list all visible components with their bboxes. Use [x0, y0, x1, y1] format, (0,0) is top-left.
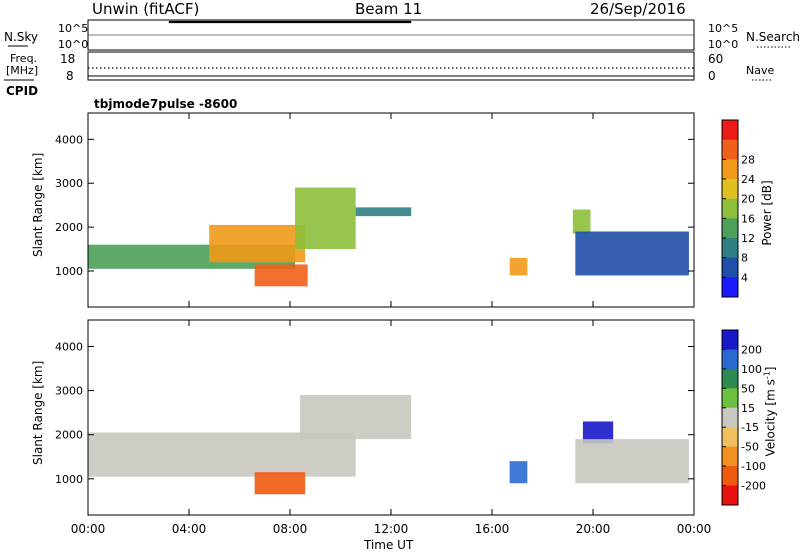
beam-title: Beam 11 — [355, 0, 423, 18]
xtick-label-4: 16:00 — [475, 522, 510, 536]
velocity-colorbar-tick-label-6: -100 — [741, 460, 766, 473]
power-colorbar-seg-3 — [722, 179, 738, 200]
power-colorbar-tick-label-5: 24 — [741, 173, 755, 186]
xaxis-label: Time UT — [364, 538, 414, 552]
xtick-label-2: 08:00 — [273, 522, 308, 536]
noise-tick-bottom-left: 10^0 — [58, 38, 89, 51]
nsky-label: N.Sky — [4, 30, 39, 44]
power-feature-4 — [355, 207, 412, 217]
velocity-colorbar-seg-2 — [722, 368, 738, 389]
freq-tick-left-bottom: 8 — [66, 69, 74, 83]
power-ytick-label-3: 4000 — [55, 133, 83, 146]
velocity-colorbar-seg-6 — [722, 446, 738, 467]
power-ytick-label-0: 1000 — [55, 265, 83, 278]
power-colorbar-tick-label-6: 28 — [741, 153, 755, 166]
noise-tick-bottom-right: 10^0 — [708, 38, 739, 51]
nsearch-label: N.Search — [746, 30, 800, 44]
velocity-ytick-label-2: 3000 — [55, 385, 83, 398]
power-colorbar-frame — [721, 119, 739, 298]
freq-label-line1: Freq. — [10, 52, 38, 65]
power-colorbar-seg-5 — [722, 218, 738, 239]
velocity-feature-0 — [88, 432, 356, 477]
power-colorbar-tick-label-1: 8 — [741, 252, 748, 265]
velocity-colorbar-tick-label-5: -50 — [741, 441, 759, 454]
power-feature-7 — [575, 231, 689, 276]
velocity-colorbar-tick-label-0: 200 — [741, 343, 762, 356]
xtick-label-1: 04:00 — [172, 522, 207, 536]
velocity-colorbar-seg-5 — [722, 427, 738, 448]
freq-tick-right-bottom: 0 — [708, 69, 716, 83]
velocity-colorbar-tick-label-2: 50 — [741, 382, 755, 395]
power-ytick-label-2: 3000 — [55, 177, 83, 190]
power-colorbar-tick-label-0: 4 — [741, 271, 748, 284]
power-colorbar-tick-label-2: 12 — [741, 232, 755, 245]
velocity-ytick-label-3: 4000 — [55, 340, 83, 353]
velocity-feature-1 — [254, 472, 306, 495]
velocity-colorbar-seg-4 — [722, 407, 738, 428]
nave-label: Nave — [746, 64, 775, 77]
velocity-feature-4 — [582, 421, 614, 444]
velocity-feature-2 — [300, 395, 412, 440]
velocity-ytick-label-1: 2000 — [55, 429, 83, 442]
power-feature-3 — [295, 187, 356, 250]
power-feature-6 — [572, 209, 591, 234]
power-colorbar-seg-8 — [722, 277, 738, 298]
power-colorbar-tick-label-3: 16 — [741, 212, 755, 225]
velocity-ytick-label-0: 1000 — [55, 473, 83, 486]
xtick-label-6: 00:00 — [677, 522, 712, 536]
velocity-colorbar-tick-label-7: -200 — [741, 480, 766, 493]
velocity-colorbar-tick-label-3: 15 — [741, 402, 755, 415]
cpid-label: CPID — [6, 84, 39, 98]
freq-label-line2: [MHz] — [6, 64, 39, 77]
velocity-colorbar-frame — [721, 329, 739, 506]
power-colorbar-seg-7 — [722, 257, 738, 278]
power-colorbar-seg-2 — [722, 159, 738, 180]
power-colorbar-seg-1 — [722, 139, 738, 160]
velocity-colorbar-tick-label-1: 100 — [741, 363, 762, 376]
xtick-label-0: 00:00 — [71, 522, 106, 536]
freq-strip-frame — [87, 51, 695, 81]
power-colorbar-seg-4 — [722, 198, 738, 219]
velocity-colorbar-seg-1 — [722, 349, 738, 370]
freq-tick-right-top: 60 — [708, 52, 724, 66]
date-title: 26/Sep/2016 — [590, 0, 686, 18]
velocity-colorbar-seg-3 — [722, 388, 738, 409]
velocity-feature-5 — [575, 439, 689, 484]
power-colorbar-seg-6 — [722, 238, 738, 259]
power-colorbar-tick-label-4: 20 — [741, 193, 755, 206]
velocity-feature-3 — [509, 461, 528, 484]
power-colorbar-seg-0 — [722, 120, 738, 141]
velocity-colorbar-seg-7 — [722, 466, 738, 487]
station-title: Unwin (fitACF) — [92, 0, 200, 18]
power-feature-1 — [209, 224, 306, 263]
mode-label: tbjmode7pulse -8600 — [94, 97, 238, 111]
velocity-colorbar-tick-label-4: -15 — [741, 421, 759, 434]
xtick-label-3: 12:00 — [374, 522, 409, 536]
xtick-label-5: 20:00 — [576, 522, 611, 536]
power-ytick-label-1: 2000 — [55, 221, 83, 234]
noise-tick-top-right: 10^5 — [708, 22, 739, 35]
power-feature-5 — [509, 257, 528, 276]
velocity-colorbar-seg-8 — [722, 485, 738, 506]
noise-tick-top-left: 10^5 — [58, 22, 89, 35]
freq-tick-left-top: 18 — [60, 52, 76, 66]
power-feature-2 — [254, 264, 308, 287]
velocity-colorbar-seg-0 — [722, 330, 738, 350]
